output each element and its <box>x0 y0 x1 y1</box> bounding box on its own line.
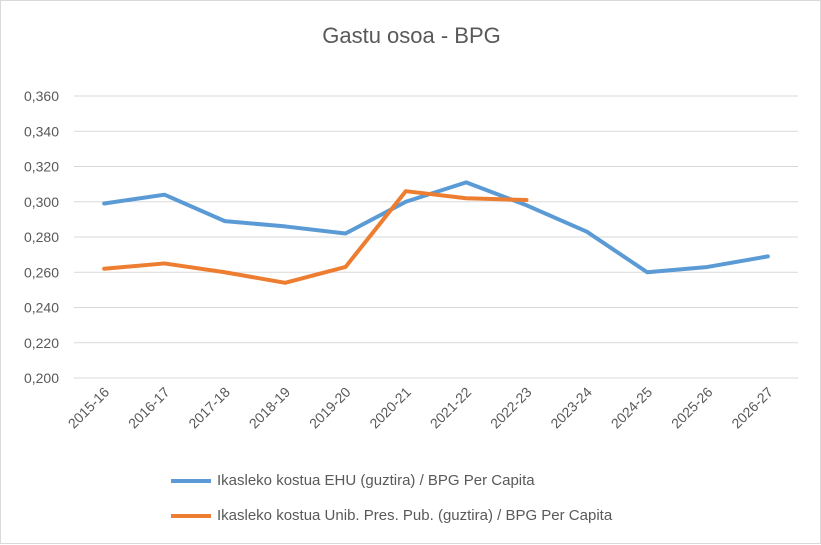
x-tick-label: 2021-22 <box>427 384 475 432</box>
x-tick-label: 2023-24 <box>547 384 595 432</box>
x-tick-label: 2026-27 <box>728 384 776 432</box>
y-tick-label: 0,260 <box>24 264 59 280</box>
x-tick-label: 2025-26 <box>668 384 716 432</box>
y-tick-label: 0,300 <box>24 194 59 210</box>
legend-label: Ikasleko kostua EHU (guztira) / BPG Per … <box>217 472 535 489</box>
legend-swatch <box>171 479 211 483</box>
x-tick-label: 2017-18 <box>185 384 233 432</box>
x-tick-label: 2024-25 <box>608 384 656 432</box>
y-tick-label: 0,280 <box>24 229 59 245</box>
x-tick-label: 2015-16 <box>65 384 113 432</box>
y-tick-label: 0,240 <box>24 300 59 316</box>
x-tick-label: 2020-21 <box>366 384 414 432</box>
y-tick-label: 0,340 <box>24 123 59 139</box>
y-tick-label: 0,320 <box>24 159 59 175</box>
y-tick-label: 0,200 <box>24 370 59 386</box>
legend-label: Ikasleko kostua Unib. Pres. Pub. (guztir… <box>217 507 612 524</box>
y-tick-label: 0,360 <box>24 88 59 104</box>
legend-item-unib: Ikasleko kostua Unib. Pres. Pub. (guztir… <box>171 507 612 524</box>
x-tick-label: 2018-19 <box>246 384 294 432</box>
x-tick-label: 2022-23 <box>487 384 535 432</box>
x-tick-label: 2016-17 <box>125 384 173 432</box>
y-tick-label: 0,220 <box>24 335 59 351</box>
legend-item-ehu: Ikasleko kostua EHU (guztira) / BPG Per … <box>171 472 535 489</box>
x-tick-label: 2019-20 <box>306 384 354 432</box>
legend-swatch <box>171 514 211 518</box>
